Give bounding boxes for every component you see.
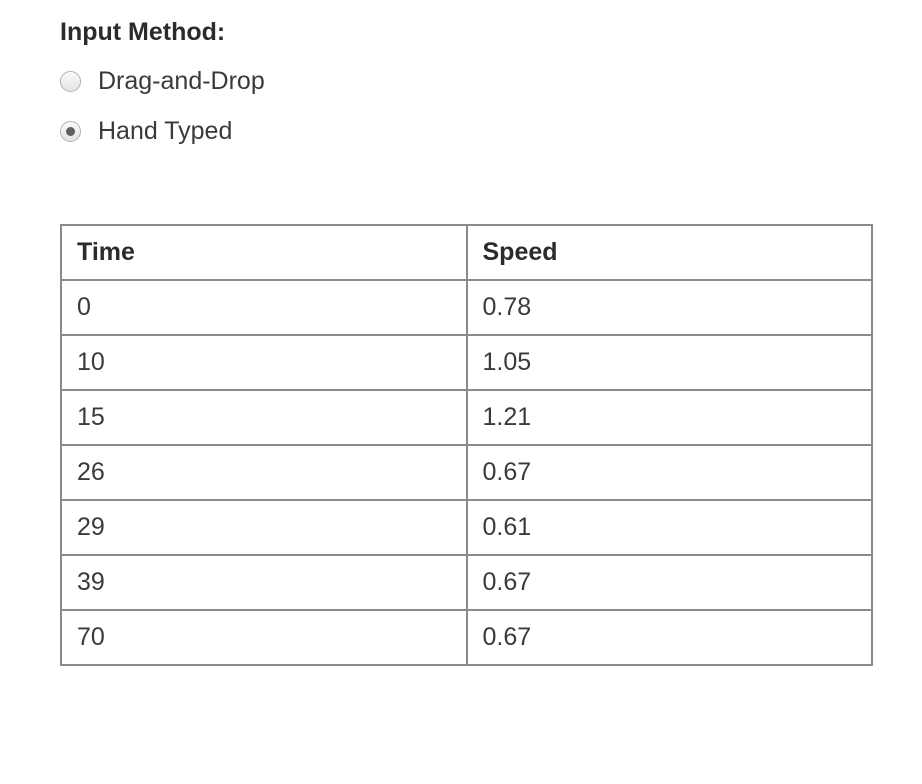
table-row: 0 0.78 xyxy=(60,279,873,336)
table-row: 70 0.67 xyxy=(60,609,873,666)
table-cell: 0.67 xyxy=(465,609,873,666)
table-header-row: Time Speed xyxy=(60,224,873,281)
radio-button-hand-typed[interactable] xyxy=(60,120,81,142)
table-cell: 26 xyxy=(60,444,468,501)
table-row: 29 0.61 xyxy=(60,499,873,556)
radio-label-drag-and-drop[interactable]: Drag-and-Drop xyxy=(98,66,265,95)
table-row: 15 1.21 xyxy=(60,389,873,446)
column-header-speed: Speed xyxy=(465,224,873,281)
table-row: 26 0.67 xyxy=(60,444,873,501)
time-speed-table: Time Speed 0 0.78 10 1.05 15 1.21 26 0.67 29 0.61 3… xyxy=(60,224,873,666)
radio-option-drag-and-drop[interactable]: Drag-and-Drop xyxy=(60,66,922,96)
table-body: 0 0.78 10 1.05 15 1.21 26 0.67 29 0.61 39 0.67 70 0.6… xyxy=(60,279,873,666)
input-method-section: Input Method: Drag-and-Drop Hand Typed xyxy=(60,16,922,146)
table-cell: 0 xyxy=(60,279,468,336)
table-cell: 1.21 xyxy=(465,389,873,446)
radio-option-hand-typed[interactable]: Hand Typed xyxy=(60,116,922,146)
table-row: 39 0.67 xyxy=(60,554,873,611)
table-cell: 0.61 xyxy=(465,499,873,556)
table-cell: 10 xyxy=(60,334,468,391)
table-cell: 1.05 xyxy=(465,334,873,391)
table-header: Time Speed xyxy=(60,224,873,281)
table-cell: 0.67 xyxy=(465,554,873,611)
table-cell: 15 xyxy=(60,389,468,446)
table-cell: 39 xyxy=(60,554,468,611)
column-header-time: Time xyxy=(60,224,468,281)
table-row: 10 1.05 xyxy=(60,334,873,391)
input-method-label: Input Method: xyxy=(60,18,226,46)
table-cell: 0.78 xyxy=(465,279,873,336)
table-cell: 0.67 xyxy=(465,444,873,501)
radio-button-drag-and-drop[interactable] xyxy=(60,70,81,92)
table-cell: 70 xyxy=(60,609,468,666)
input-method-radio-group: Drag-and-Drop Hand Typed xyxy=(60,66,922,146)
radio-label-hand-typed[interactable]: Hand Typed xyxy=(98,116,233,145)
table-cell: 29 xyxy=(60,499,468,556)
